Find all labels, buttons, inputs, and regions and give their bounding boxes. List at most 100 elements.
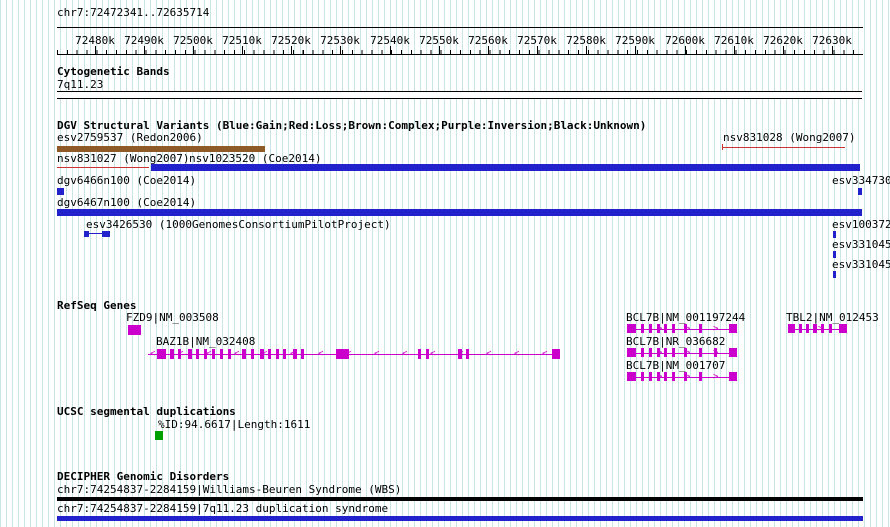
variant-line-nsv831028-end[interactable] bbox=[722, 144, 723, 150]
gene-exon-baz1b[interactable] bbox=[220, 349, 223, 359]
gene-intron-line-bcl7b-nm001197244[interactable] bbox=[627, 329, 737, 330]
variant-tick-esv331045-2[interactable] bbox=[833, 271, 836, 278]
gene-exon-bcl7b-nm001197244[interactable] bbox=[649, 324, 652, 333]
variant-box-esv3426530-a[interactable] bbox=[84, 231, 89, 237]
gene-exon-bcl7b-nr036682[interactable] bbox=[699, 348, 702, 357]
gene-intron-line-baz1b[interactable] bbox=[148, 354, 560, 355]
gene-exon-baz1b[interactable] bbox=[242, 349, 246, 359]
gene-label-baz1b[interactable]: BAZ1B|NM_032408 bbox=[156, 335, 256, 348]
gene-exon-bcl7b-nr036682[interactable] bbox=[664, 348, 667, 357]
variant-label-esv2759537[interactable]: esv2759537 (Redon2006) bbox=[57, 131, 203, 144]
gene-intron-line-bcl7b-nr036682[interactable] bbox=[627, 353, 737, 354]
gene-exon-bcl7b-nr036682[interactable] bbox=[657, 348, 660, 357]
variant-label-esv331045-1[interactable]: esv331045 bbox=[832, 238, 890, 251]
variant-label-dgv6466n100[interactable]: dgv6466n100 (Coe2014) bbox=[57, 174, 197, 187]
variant-box-esv334730[interactable] bbox=[858, 188, 862, 195]
gene-exon-tbl2[interactable] bbox=[829, 324, 832, 333]
gene-exon-bcl7b-nm001197244[interactable] bbox=[641, 324, 644, 333]
gene-exon-bcl7b-nm001197244[interactable] bbox=[699, 324, 702, 333]
variant-label-esv334730[interactable]: esv334730 bbox=[832, 174, 890, 187]
gene-exon-bcl7b-nm001707[interactable] bbox=[729, 372, 737, 381]
gene-exon-bcl7b-nm001707[interactable] bbox=[684, 372, 687, 381]
gene-exon-tbl2[interactable] bbox=[839, 324, 847, 333]
gene-exon-bcl7b-nm001197244[interactable] bbox=[657, 324, 660, 333]
gene-exon-baz1b[interactable] bbox=[276, 349, 279, 359]
gene-intron-line-bcl7b-nm001707[interactable] bbox=[627, 377, 737, 378]
gene-exon-tbl2[interactable] bbox=[788, 324, 795, 333]
gene-label-bcl7b-3[interactable]: BCL7B|NM_001707 bbox=[626, 359, 726, 372]
gene-label-bcl7b-2[interactable]: BCL7B|NR_036682 bbox=[626, 335, 726, 348]
decipher-label-dup7q11[interactable]: chr7:74254837-2284159|7q11.23 duplicatio… bbox=[57, 502, 389, 515]
gene-exon-bcl7b-nm001707[interactable] bbox=[649, 372, 652, 381]
gene-label-tbl2[interactable]: TBL2|NM_012453 bbox=[786, 311, 879, 324]
variant-box-esv3426530-b[interactable] bbox=[102, 231, 110, 237]
variant-label-nsv1023520[interactable]: nsv1023520 (Coe2014) bbox=[189, 152, 322, 165]
gene-exon-baz1b[interactable] bbox=[268, 349, 271, 359]
variant-label-esv100372[interactable]: esv100372 bbox=[832, 218, 890, 231]
gene-exon-bcl7b-nm001197244[interactable] bbox=[672, 324, 675, 333]
gene-exon-baz1b[interactable] bbox=[466, 349, 469, 359]
segdup-box[interactable] bbox=[155, 431, 163, 440]
gene-exon-baz1b[interactable] bbox=[458, 349, 462, 359]
gene-exon-bcl7b-nr036682[interactable] bbox=[641, 348, 644, 357]
gene-exon-baz1b[interactable] bbox=[212, 349, 215, 359]
gene-exon-baz1b[interactable] bbox=[336, 349, 349, 359]
gene-label-fzd9[interactable]: FZD9|NM_003508 bbox=[126, 311, 219, 324]
variant-label-nsv831027[interactable]: nsv831027 (Wong2007) bbox=[57, 152, 190, 165]
variant-tick-esv331045-1[interactable] bbox=[833, 251, 836, 258]
decipher-bar-dup7q11[interactable] bbox=[57, 516, 863, 521]
gene-exon-baz1b[interactable] bbox=[188, 349, 192, 359]
gene-exon-baz1b[interactable] bbox=[283, 349, 286, 359]
gene-exon-bcl7b-nm001707[interactable] bbox=[627, 372, 636, 381]
gene-exon-baz1b[interactable] bbox=[228, 349, 231, 359]
gene-exon-tbl2[interactable] bbox=[813, 324, 817, 333]
gene-exon-bcl7b-nm001707[interactable] bbox=[657, 372, 660, 381]
gene-exon-baz1b[interactable] bbox=[293, 349, 297, 359]
gene-exon-bcl7b-nr036682[interactable] bbox=[672, 348, 675, 357]
gene-exon-bcl7b-nm001707[interactable] bbox=[664, 372, 667, 381]
variant-bar-dgv6467n100[interactable] bbox=[57, 209, 862, 216]
variant-label-esv3426530[interactable]: esv3426530 (1000GenomesConsortiumPilotPr… bbox=[86, 218, 391, 231]
variant-line-nsv831027[interactable] bbox=[57, 167, 149, 168]
gene-exon-baz1b[interactable] bbox=[251, 349, 254, 359]
gene-exon-baz1b[interactable] bbox=[552, 349, 560, 359]
variant-line-esv3426530[interactable] bbox=[89, 233, 103, 234]
gene-exon-baz1b[interactable] bbox=[301, 349, 304, 359]
gene-exon-bcl7b-nr036682[interactable] bbox=[649, 348, 652, 357]
gene-exon-bcl7b-nm001197244[interactable] bbox=[684, 324, 687, 333]
decipher-bar-wbs[interactable] bbox=[57, 497, 863, 501]
gene-exon-fzd9[interactable] bbox=[128, 325, 141, 335]
gene-exon-tbl2[interactable] bbox=[806, 324, 809, 333]
gene-exon-bcl7b-nr036682[interactable] bbox=[714, 348, 717, 357]
gene-exon-baz1b[interactable] bbox=[260, 349, 264, 359]
gene-exon-bcl7b-nr036682[interactable] bbox=[729, 348, 737, 357]
gene-exon-bcl7b-nm001707[interactable] bbox=[699, 372, 702, 381]
gene-exon-tbl2[interactable] bbox=[799, 324, 802, 333]
gene-exon-bcl7b-nm001197244[interactable] bbox=[664, 324, 667, 333]
gene-exon-bcl7b-nm001197244[interactable] bbox=[627, 324, 636, 333]
variant-label-esv331045-2[interactable]: esv331045 bbox=[832, 258, 890, 271]
variant-label-nsv831028[interactable]: nsv831028 (Wong2007) bbox=[723, 131, 856, 144]
gene-exon-baz1b[interactable] bbox=[178, 349, 181, 359]
gene-label-bcl7b-1[interactable]: BCL7B|NM_001197244 bbox=[626, 311, 746, 324]
decipher-label-wbs[interactable]: chr7:74254837-2284159|Williams-Beuren Sy… bbox=[57, 483, 402, 496]
gene-intron-line-tbl2[interactable] bbox=[788, 329, 847, 330]
gene-exon-bcl7b-nm001707[interactable] bbox=[672, 372, 675, 381]
gene-exon-bcl7b-nm001707[interactable] bbox=[641, 372, 644, 381]
gene-exon-bcl7b-nr036682[interactable] bbox=[684, 348, 687, 357]
variant-bar-esv2759537[interactable] bbox=[57, 146, 265, 152]
gene-exon-bcl7b-nm001197244[interactable] bbox=[729, 324, 737, 333]
segdup-feature-label[interactable]: %ID:94.6617|Length:1611 bbox=[158, 418, 311, 431]
gene-exon-baz1b[interactable] bbox=[196, 349, 199, 359]
variant-label-dgv6467n100[interactable]: dgv6467n100 (Coe2014) bbox=[57, 196, 197, 209]
gene-exon-tbl2[interactable] bbox=[821, 324, 824, 333]
gene-exon-baz1b[interactable] bbox=[426, 349, 429, 359]
variant-bar-nsv1023520[interactable] bbox=[151, 164, 860, 171]
gene-exon-baz1b[interactable] bbox=[418, 349, 421, 359]
gene-exon-bcl7b-nr036682[interactable] bbox=[627, 348, 636, 357]
gene-exon-baz1b[interactable] bbox=[170, 349, 174, 359]
variant-line-nsv831028[interactable] bbox=[722, 147, 845, 148]
gene-exon-baz1b[interactable] bbox=[204, 349, 207, 359]
variant-tick-esv100372[interactable] bbox=[833, 231, 836, 238]
gene-exon-baz1b[interactable] bbox=[157, 349, 166, 359]
